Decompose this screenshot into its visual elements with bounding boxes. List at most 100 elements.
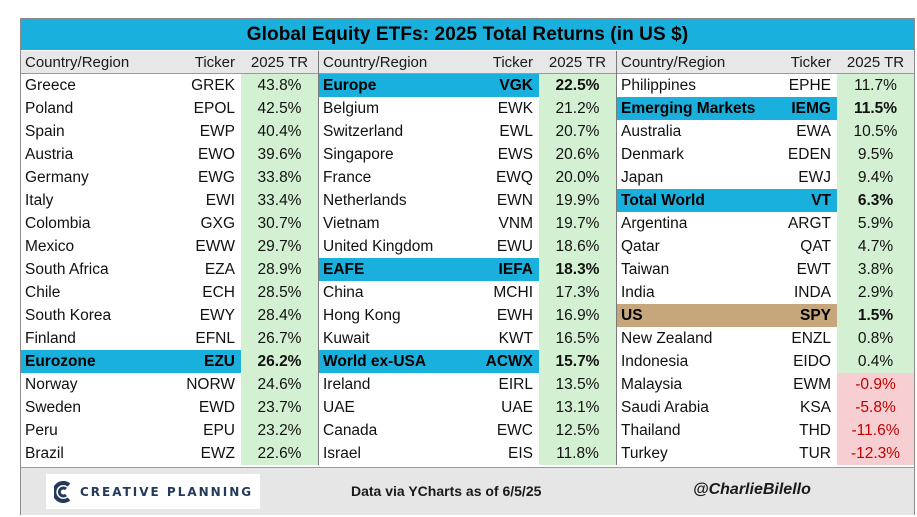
table-row: Finland EFNL 26.7% (21, 327, 318, 350)
total-return-cell: 13.5% (539, 373, 616, 396)
country-region-cell: Total World (617, 189, 775, 212)
table-row: Turkey TUR -12.3% (617, 442, 914, 465)
ticker-cell: EWC (496, 421, 533, 439)
country-region-cell: Australia (621, 122, 682, 140)
country-region-cell: Emerging Markets (617, 97, 775, 120)
ticker-cell: EWY (199, 306, 235, 324)
table-row: Philippines EPHE 11.7% (617, 74, 914, 97)
total-return-cell: -12.3% (837, 442, 914, 465)
ticker-cell: SPY (775, 304, 837, 327)
country-region-cell: EAFE (319, 258, 477, 281)
ticker-cell: EWA (796, 122, 831, 140)
table-row: Belgium EWK 21.2% (319, 97, 616, 120)
table-row: Denmark EDEN 9.5% (617, 143, 914, 166)
total-return-cell: 42.5% (241, 97, 318, 120)
table-row: India INDA 2.9% (617, 281, 914, 304)
ticker-cell: THD (799, 421, 831, 439)
ticker-cell: EWH (496, 306, 533, 324)
header-2025-tr: 2025 TR (548, 53, 607, 71)
table-columns: Country/Region Ticker 2025 TR Greece GREK 43.… (21, 51, 914, 465)
table-row: US SPY 1.5% (617, 304, 914, 327)
header-country-region: Country/Region (323, 53, 428, 71)
returns-table-card: Global Equity ETFs: 2025 Total Returns (… (20, 18, 915, 515)
ticker-cell: GXG (200, 214, 235, 232)
total-return-cell: 11.7% (837, 74, 914, 97)
country-region-cell: Mexico (25, 237, 75, 255)
ticker-cell: EWP (199, 122, 235, 140)
total-return-cell: 13.1% (539, 396, 616, 419)
table-row: Mexico EWW 29.7% (21, 235, 318, 258)
header-ticker: Ticker (790, 53, 831, 71)
total-return-cell: 16.9% (539, 304, 616, 327)
table-row: Malaysia EWM -0.9% (617, 373, 914, 396)
table-row: Spain EWP 40.4% (21, 120, 318, 143)
country-region-cell: Greece (25, 76, 76, 94)
total-return-cell: 1.5% (837, 304, 914, 327)
ticker-cell: VT (775, 189, 837, 212)
country-region-cell: Brazil (25, 444, 64, 462)
country-region-cell: China (323, 283, 364, 301)
total-return-cell: 0.8% (837, 327, 914, 350)
ticker-cell: MCHI (493, 283, 533, 301)
ticker-cell: IEMG (775, 97, 837, 120)
ticker-cell: EZU (179, 350, 241, 373)
country-region-cell: Vietnam (323, 214, 380, 232)
total-return-cell: 29.7% (241, 235, 318, 258)
table-row: Peru EPU 23.2% (21, 419, 318, 442)
ticker-cell: EWJ (798, 168, 831, 186)
total-return-cell: -0.9% (837, 373, 914, 396)
country-region-cell: Taiwan (621, 260, 670, 278)
table-row: Thailand THD -11.6% (617, 419, 914, 442)
total-return-cell: 26.2% (241, 350, 318, 373)
total-return-cell: 33.8% (241, 166, 318, 189)
total-return-cell: 30.7% (241, 212, 318, 235)
ticker-cell: UAE (501, 398, 533, 416)
table-row: Greece GREK 43.8% (21, 74, 318, 97)
ticker-cell: EZA (204, 260, 235, 278)
ticker-cell: EPOL (193, 99, 235, 117)
total-return-cell: 22.5% (539, 74, 616, 97)
table-row: Brazil EWZ 22.6% (21, 442, 318, 465)
table-row: Colombia GXG 30.7% (21, 212, 318, 235)
country-region-cell: Israel (323, 444, 361, 462)
country-region-cell: Turkey (621, 444, 668, 462)
table-row: Netherlands EWN 19.9% (319, 189, 616, 212)
table-row: Eurozone EZU 26.2% (21, 350, 318, 373)
table-row: Hong Kong EWH 16.9% (319, 304, 616, 327)
total-return-cell: 20.7% (539, 120, 616, 143)
total-return-cell: 33.4% (241, 189, 318, 212)
total-return-cell: 28.4% (241, 304, 318, 327)
country-region-cell: Italy (25, 191, 54, 209)
table-row: Australia EWA 10.5% (617, 120, 914, 143)
ticker-cell: EPU (203, 421, 235, 439)
table-row: China MCHI 17.3% (319, 281, 616, 304)
ticker-cell: EDEN (787, 145, 831, 163)
country-region-cell: US (617, 304, 775, 327)
country-region-cell: Indonesia (621, 352, 689, 370)
header-country-region: Country/Region (25, 53, 130, 71)
total-return-cell: 21.2% (539, 97, 616, 120)
header-2025-tr: 2025 TR (846, 53, 905, 71)
total-return-cell: 4.7% (837, 235, 914, 258)
country-region-cell: Singapore (323, 145, 394, 163)
table-column-2: Country/Region Ticker 2025 TR Europe VGK 22.5… (318, 51, 616, 465)
country-region-cell: Austria (25, 145, 74, 163)
country-region-cell: UAE (323, 398, 355, 416)
table-row: EAFE IEFA 18.3% (319, 258, 616, 281)
table-column-3: Country/Region Ticker 2025 TR Philippines EP… (616, 51, 914, 465)
table-row: Japan EWJ 9.4% (617, 166, 914, 189)
total-return-cell: 17.3% (539, 281, 616, 304)
total-return-cell: 20.6% (539, 143, 616, 166)
table-row: Kuwait KWT 16.5% (319, 327, 616, 350)
table-row: Poland EPOL 42.5% (21, 97, 318, 120)
country-region-cell: Ireland (323, 375, 371, 393)
table-row: Austria EWO 39.6% (21, 143, 318, 166)
country-region-cell: South Africa (25, 260, 109, 278)
ticker-cell: NORW (186, 375, 235, 393)
total-return-cell: 28.5% (241, 281, 318, 304)
ticker-cell: EWZ (200, 444, 235, 462)
country-region-cell: Japan (621, 168, 664, 186)
total-return-cell: 20.0% (539, 166, 616, 189)
total-return-cell: 15.7% (539, 350, 616, 373)
total-return-cell: 11.8% (539, 442, 616, 465)
